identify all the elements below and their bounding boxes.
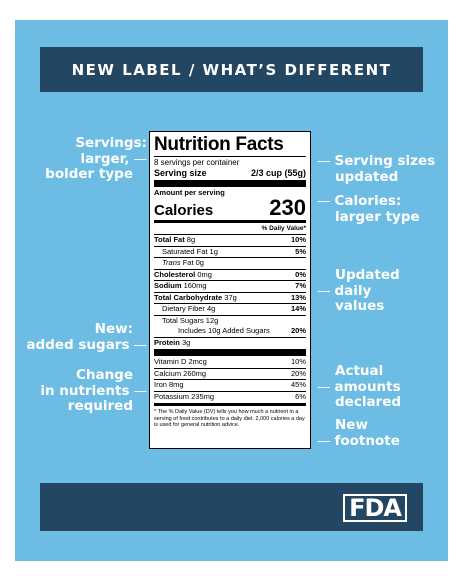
- banner-title: NEW LABEL / WHAT’S DIFFERENT: [71, 60, 392, 79]
- row-total-sugars: Total Sugars 12g: [162, 315, 219, 325]
- annotation-serving-sizes: — Serving sizes updated: [317, 153, 436, 185]
- footer-banner: FDA: [40, 483, 423, 531]
- row-saturated-fat: Saturated Fat 1g 5%: [154, 247, 306, 258]
- row-sodium: Sodium 160mg 7%: [154, 281, 306, 293]
- annotation-daily-values: Updated — daily values: [317, 267, 400, 314]
- row-cholesterol: Cholesterol 0mg 0%: [154, 270, 306, 281]
- daily-value-header: % Daily Value*: [154, 224, 306, 235]
- row-trans-fat: Trans Fat 0g: [154, 258, 306, 270]
- label-footnote: * The % Daily Value (DV) tells you how m…: [154, 409, 305, 428]
- annotation-servings: Servings: larger, — bolder type: [45, 135, 147, 182]
- row-iron: Iron 8mg 45%: [154, 380, 306, 392]
- serving-size-row: Serving size 2/3 cup (55g): [154, 168, 306, 178]
- annotation-footnote: New — footnote: [317, 417, 400, 449]
- annotation-calories: — Calories: larger type: [317, 193, 420, 225]
- row-added-sugars: Includes 10g Added Sugars 20%: [154, 326, 306, 338]
- row-protein: Protein 3g: [154, 337, 191, 347]
- servings-per-container: 8 servings per container: [154, 158, 240, 167]
- row-total-fat: Total Fat 8g 10%: [154, 235, 306, 247]
- calories-row: Calories 230: [154, 195, 306, 220]
- row-dietary-fiber: Dietary Fiber 4g 14%: [154, 304, 306, 316]
- poster-background: NEW LABEL / WHAT’S DIFFERENT Servings: l…: [15, 20, 448, 561]
- annotation-actual-amounts: Actual — amounts declared: [317, 363, 402, 410]
- annotation-added-sugars: New: added sugars —: [26, 321, 147, 353]
- annotation-nutrients-required: Change in nutrients — required: [40, 367, 147, 414]
- row-total-carbohydrate: Total Carbohydrate 37g 13%: [154, 293, 306, 304]
- row-vitamin-d: Vitamin D 2mcg 10%: [154, 357, 306, 369]
- label-title: Nutrition Facts: [154, 134, 284, 155]
- nutrition-facts-label: Nutrition Facts 8 servings per container…: [149, 131, 311, 449]
- row-potassium: Potassium 235mg 6%: [154, 391, 306, 401]
- fda-logo: FDA: [343, 494, 407, 522]
- row-calcium: Calcium 260mg 20%: [154, 369, 306, 380]
- amount-per-serving: Amount per serving: [154, 188, 225, 197]
- title-banner: NEW LABEL / WHAT’S DIFFERENT: [40, 47, 423, 92]
